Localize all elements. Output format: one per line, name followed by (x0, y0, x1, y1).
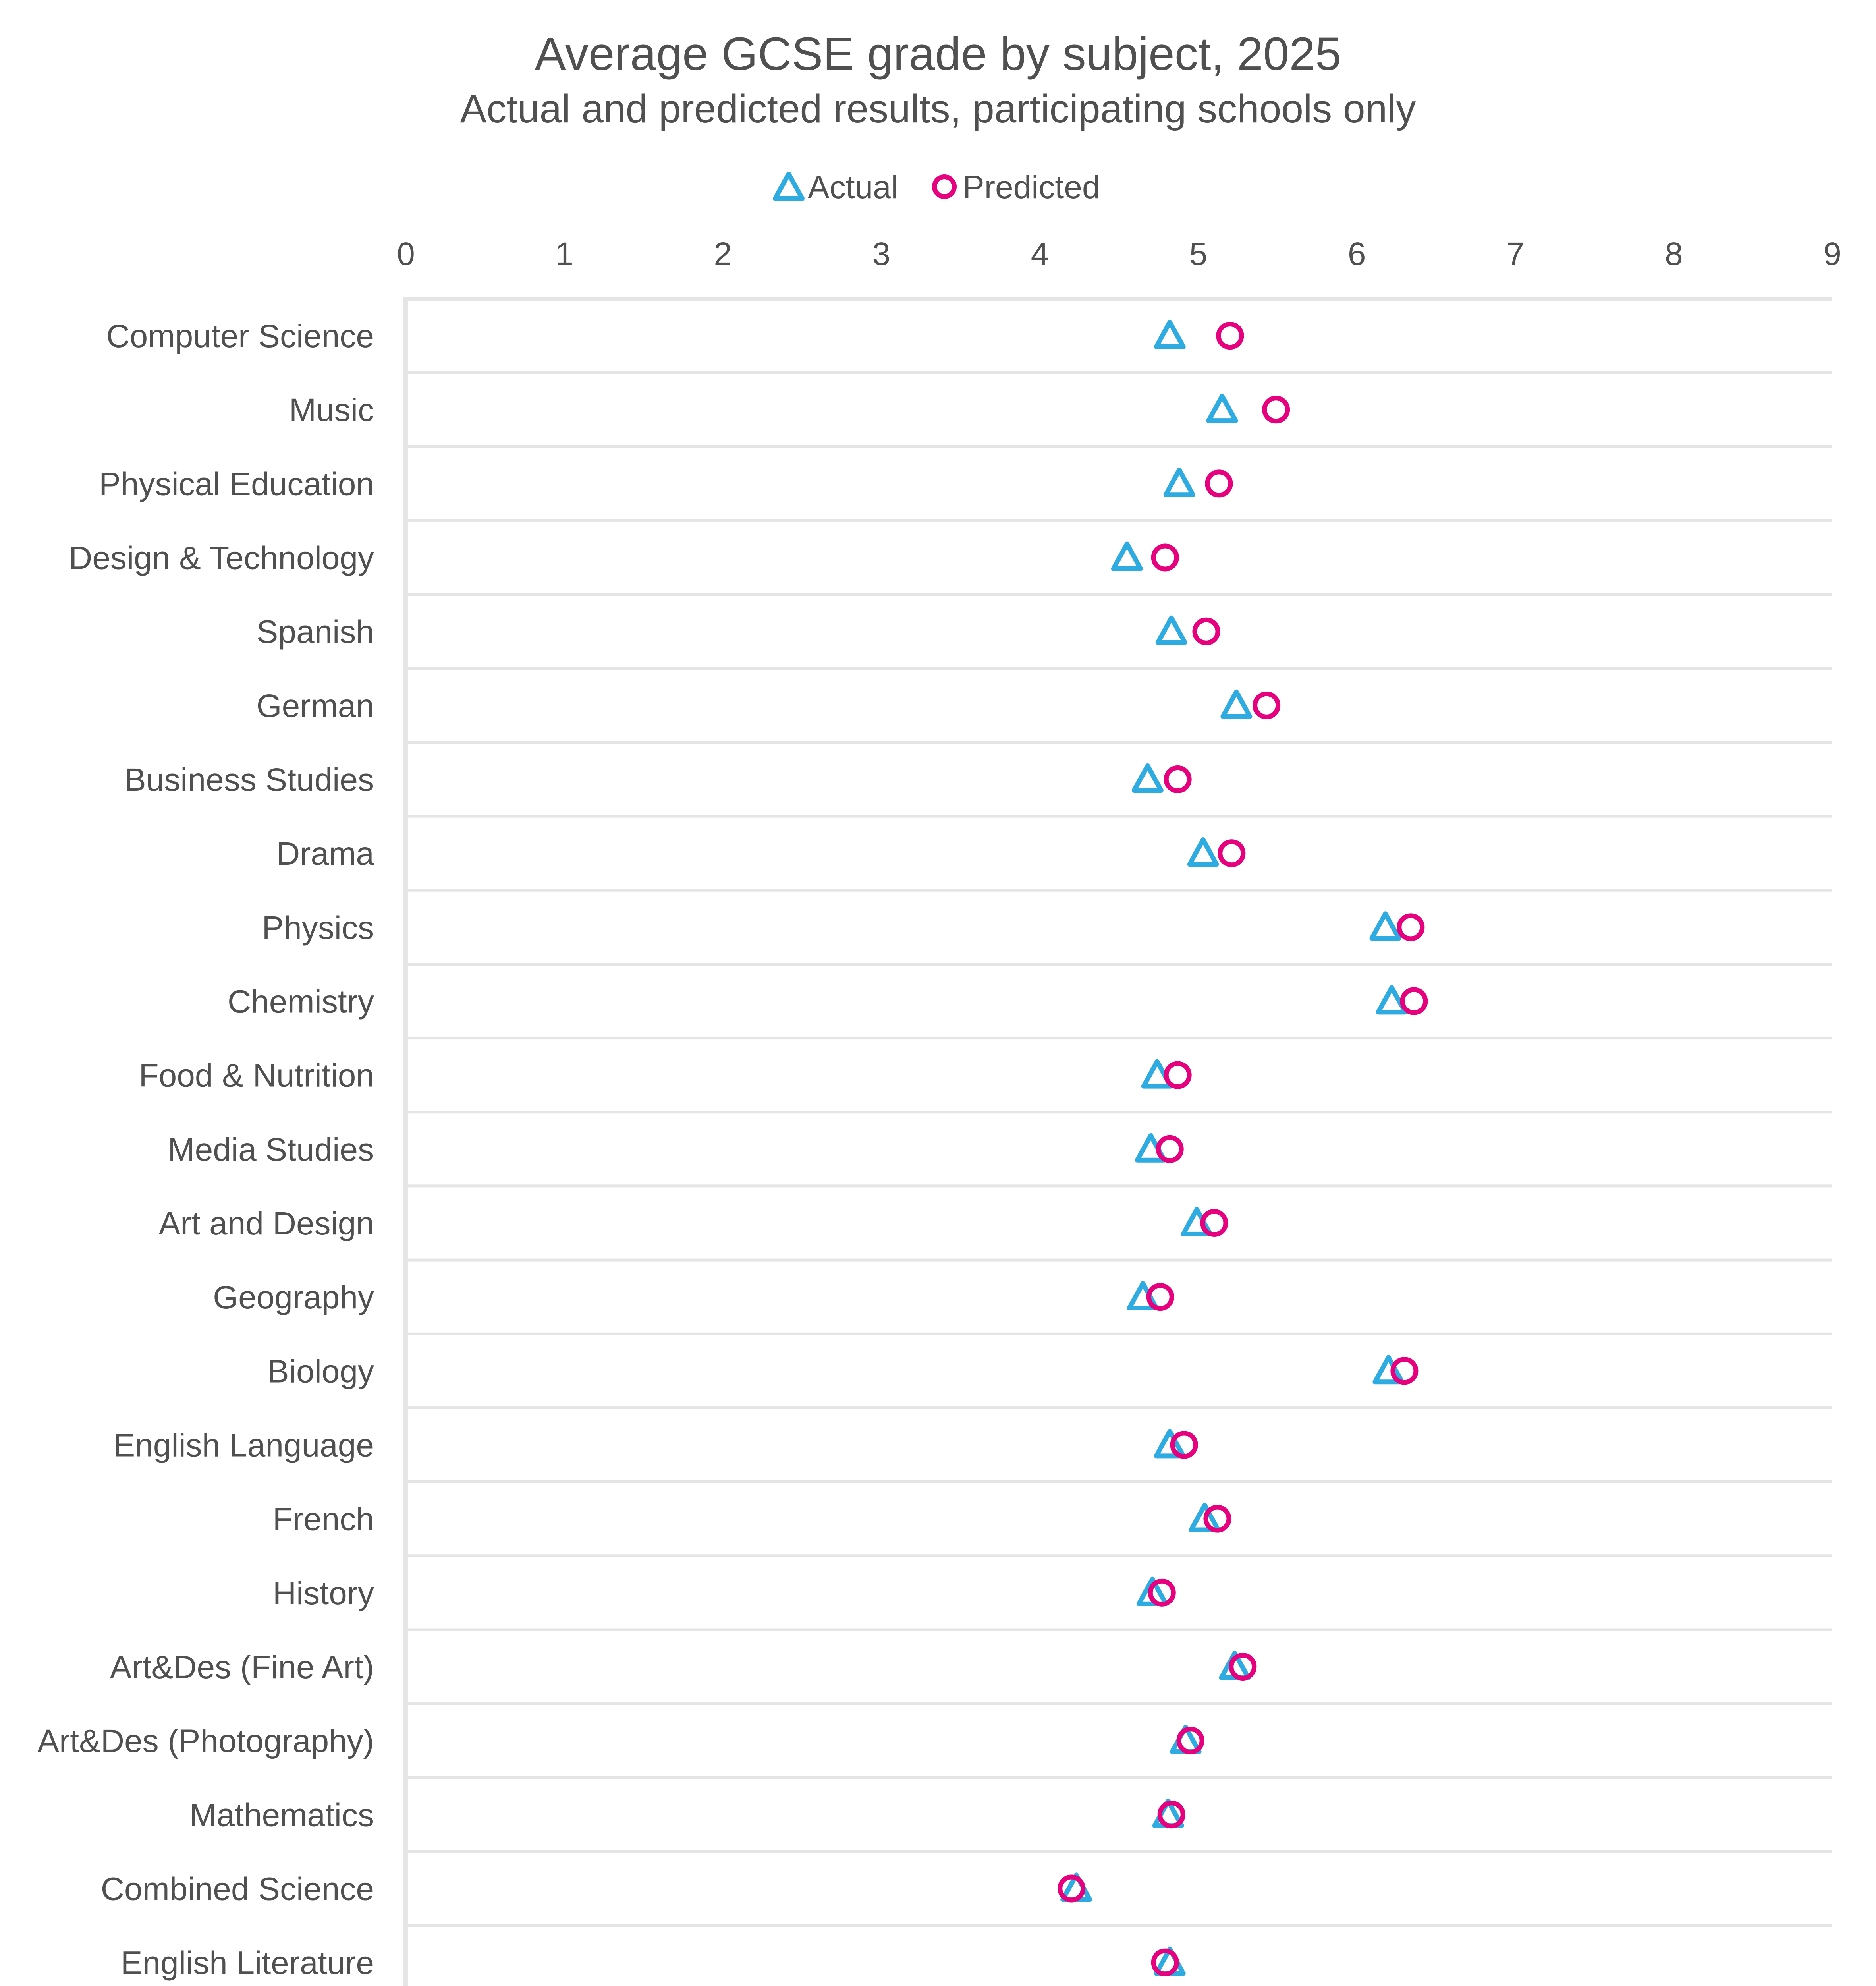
marker-predicted (1157, 1801, 1185, 1829)
marker-actual (1154, 1429, 1186, 1459)
category-label: Biology (267, 1353, 374, 1389)
chart-subtitle: Actual and predicted results, participat… (460, 87, 1416, 131)
marker-predicted (1203, 1505, 1231, 1533)
category-label: Physics (262, 910, 374, 946)
category-label: Music (289, 392, 374, 428)
marker-actual (1187, 837, 1219, 867)
legend-label-actual: Actual (808, 169, 898, 205)
marker-predicted (1164, 765, 1192, 794)
marker-predicted (1146, 1283, 1174, 1311)
marker-predicted (1164, 1061, 1192, 1089)
marker-actual (1141, 1059, 1173, 1089)
marker-predicted (1176, 1727, 1204, 1755)
marker-predicted (1156, 1135, 1184, 1163)
marker-predicted (1200, 1209, 1228, 1237)
category-label: Combined Science (101, 1871, 374, 1907)
category-label: Drama (276, 836, 374, 872)
x-tick-label-top: 7 (1506, 236, 1525, 272)
marker-predicted (1253, 691, 1281, 719)
marker-predicted (1262, 396, 1290, 424)
category-label: Geography (213, 1279, 374, 1316)
marker-actual (1163, 468, 1195, 497)
marker-actual (1111, 541, 1143, 571)
marker-predicted (1205, 469, 1233, 498)
series-actual (1060, 319, 1408, 1976)
marker-predicted (1058, 1874, 1086, 1903)
category-label: Design & Technology (69, 540, 374, 576)
marker-predicted (1151, 543, 1179, 572)
marker-actual (1369, 911, 1401, 941)
marker-predicted (1397, 913, 1425, 941)
marker-actual (1154, 319, 1186, 349)
marker-predicted (1192, 617, 1220, 645)
y-axis-category-labels: Computer Science Music Physical Education D… (37, 318, 374, 1981)
marker-predicted (1400, 987, 1428, 1015)
x-tick-label-top: 2 (714, 236, 732, 272)
category-label: English Language (113, 1427, 374, 1463)
category-label: Physical Education (99, 466, 374, 502)
category-label: History (273, 1575, 374, 1611)
marker-predicted (1390, 1357, 1419, 1385)
marker-predicted (1216, 322, 1244, 350)
legend-item-actual[interactable]: Actual (773, 169, 898, 205)
marker-actual (1220, 689, 1253, 719)
x-tick-label-top: 4 (1031, 236, 1049, 272)
category-label: Art&Des (Fine Art) (110, 1649, 374, 1685)
marker-actual (1155, 615, 1187, 645)
marker-predicted (1148, 1578, 1176, 1607)
category-label: Business Studies (124, 762, 374, 798)
category-label: Media Studies (168, 1132, 374, 1168)
legend-item-predicted[interactable]: Predicted (932, 169, 1100, 205)
circle-outline-icon (932, 174, 957, 199)
marker-actual (1189, 1503, 1221, 1532)
category-label: Art and Design (159, 1206, 374, 1242)
marker-actual (1376, 985, 1408, 1015)
marker-predicted (1151, 1948, 1179, 1976)
marker-predicted (1170, 1431, 1198, 1459)
triangle-outline-icon (773, 171, 805, 201)
x-tick-label-top: 6 (1348, 236, 1366, 272)
gridlines (406, 297, 1832, 1927)
x-tick-label-top: 3 (872, 236, 891, 272)
category-label: German (257, 688, 374, 724)
category-label: Mathematics (189, 1797, 374, 1833)
category-label: Art&Des (Photography) (37, 1723, 374, 1759)
category-label: Food & Nutrition (139, 1058, 374, 1094)
series-predicted (1058, 322, 1428, 1976)
legend-label-predicted: Predicted (963, 169, 1100, 205)
category-label: Computer Science (106, 318, 374, 354)
x-tick-label-top: 8 (1665, 236, 1683, 272)
marker-predicted (1229, 1652, 1257, 1681)
legend: Actual Predicted (773, 169, 1100, 205)
category-label: Spanish (257, 614, 374, 650)
marker-actual (1136, 1576, 1168, 1606)
marker-actual (1206, 394, 1238, 423)
marker-predicted (1218, 839, 1246, 867)
x-axis-top-ticks: 0 1 2 3 4 5 6 7 8 9 (397, 236, 1841, 272)
chart-title: Average GCSE grade by subject, 2025 (535, 28, 1341, 80)
category-label: Chemistry (228, 984, 374, 1020)
x-tick-label-top: 1 (555, 236, 573, 272)
x-tick-label-top: 9 (1823, 236, 1841, 272)
marker-actual (1131, 763, 1164, 793)
category-label: English Literature (121, 1945, 374, 1981)
x-tick-label-top: 5 (1189, 236, 1208, 272)
x-tick-label-top: 0 (397, 236, 415, 272)
category-label: French (273, 1501, 374, 1538)
